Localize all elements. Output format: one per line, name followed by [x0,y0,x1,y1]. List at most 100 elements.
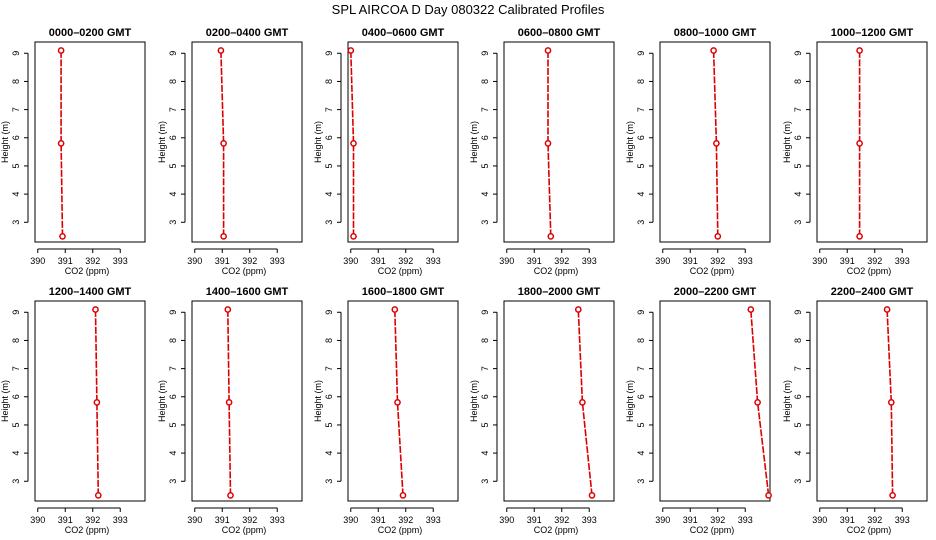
data-point [765,492,772,499]
data-point [224,306,232,313]
x-tick-label: 390 [343,256,358,266]
y-tick-label: 7 [168,107,178,112]
x-tick-label: 390 [187,256,202,266]
x-tick-label: 392 [710,256,725,266]
profile-line [60,50,64,237]
x-tick-label: 392 [85,256,100,266]
x-tick-label: 391 [58,256,73,266]
data-point [57,47,65,54]
x-tick-label: 391 [683,256,698,266]
y-axis-label: Height (m) [625,380,635,422]
y-tick-label: 5 [168,422,178,427]
plot-frame [191,41,303,243]
x-tick-label: 390 [655,515,670,525]
y-tick-label: 5 [793,422,803,427]
y-tick-label: 6 [11,135,21,140]
x-tick-label: 391 [527,515,542,525]
profile-line [547,50,552,237]
data-point [350,233,357,240]
y-tick-label: 5 [324,163,334,168]
y-tick-label: 6 [793,135,803,140]
data-point [574,306,582,313]
x-tick-label: 392 [554,515,569,525]
data-point [94,492,102,499]
y-tick-label: 7 [793,107,803,112]
panel-title: 1600–1800 GMT [362,286,445,298]
y-tick-label: 8 [168,338,178,343]
x-tick-label: 390 [343,515,358,525]
y-tick-label: 4 [636,192,646,197]
y-tick-label: 9 [324,310,334,315]
y-tick-label: 8 [480,79,490,84]
x-axis-label: CO2 (ppm) [222,266,267,276]
y-tick-label: 6 [480,394,490,399]
y-tick-label: 4 [793,192,803,197]
x-tick-label: 390 [499,515,514,525]
y-axis-label: Height (m) [782,121,792,163]
y-tick-label: 6 [636,135,646,140]
x-tick-label: 391 [215,256,230,266]
x-axis-label: CO2 (ppm) [378,266,423,276]
plot-frame [191,300,303,502]
panel-title: 2200–2400 GMT [831,286,914,298]
y-tick-label: 7 [636,366,646,371]
profile-line [712,50,719,237]
y-tick-label: 5 [636,163,646,168]
panel-title: 1800–2000 GMT [518,286,601,298]
y-tick-label: 7 [168,366,178,371]
profile-line [220,50,225,237]
y-tick-label: 5 [480,163,490,168]
plot-frame [816,300,928,502]
y-axis-label: Height (m) [157,380,167,422]
y-tick-label: 8 [793,79,803,84]
x-tick-label: 393 [895,515,910,525]
y-tick-label: 6 [636,394,646,399]
data-point [399,492,407,499]
x-axis-label: CO2 (ppm) [690,266,735,276]
y-axis-label: Height (m) [0,380,10,422]
x-tick-label: 393 [426,515,441,525]
x-tick-label: 392 [242,515,257,525]
x-tick-label: 390 [655,256,670,266]
y-tick-label: 5 [324,422,334,427]
data-point [856,47,863,54]
y-tick-label: 9 [793,51,803,56]
x-axis-label: CO2 (ppm) [65,266,110,276]
y-tick-label: 9 [793,310,803,315]
x-tick-label: 391 [215,515,230,525]
y-tick-label: 8 [793,338,803,343]
y-tick-label: 7 [480,107,490,112]
x-axis-label: CO2 (ppm) [690,525,735,535]
x-tick-label: 392 [398,256,413,266]
y-tick-label: 5 [636,422,646,427]
x-tick-label: 392 [398,515,413,525]
panel-title: 1400–1600 GMT [206,286,289,298]
y-tick-label: 4 [324,451,334,456]
data-point [220,233,227,240]
profile-line [227,309,232,496]
data-point [714,233,722,240]
data-point [747,306,755,313]
data-point [350,140,357,147]
x-axis-label: CO2 (ppm) [378,525,423,535]
y-axis-label: Height (m) [313,121,323,163]
y-tick-label: 3 [480,220,490,225]
y-tick-label: 6 [324,135,334,140]
x-axis-label: CO2 (ppm) [534,266,579,276]
y-tick-label: 4 [480,451,490,456]
x-tick-label: 391 [683,515,698,525]
y-tick-label: 8 [168,79,178,84]
x-tick-label: 390 [499,256,514,266]
y-tick-label: 7 [324,366,334,371]
y-tick-label: 3 [11,479,21,484]
plot-frame [347,300,459,502]
y-axis-label: Height (m) [469,121,479,163]
x-tick-label: 393 [113,515,128,525]
y-tick-label: 3 [324,479,334,484]
y-tick-label: 7 [480,366,490,371]
